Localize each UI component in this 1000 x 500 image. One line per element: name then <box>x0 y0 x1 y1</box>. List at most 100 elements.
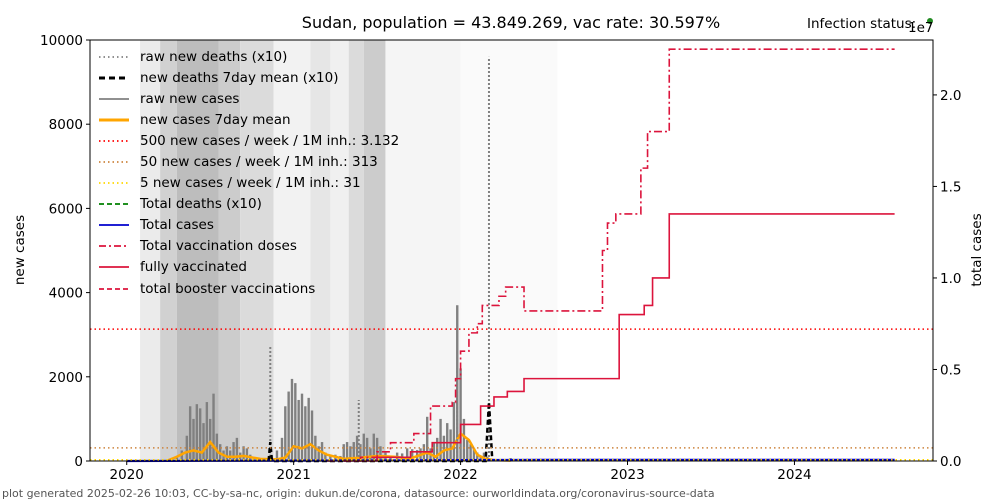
bar-raw-new-cases <box>300 393 304 461</box>
legend-label: 50 new cases / week / 1M inh.: 313 <box>140 154 378 171</box>
legend-swatch <box>99 97 129 100</box>
bar-raw-new-cases <box>208 418 212 461</box>
bar-raw-new-cases <box>304 406 307 461</box>
bar-raw-new-cases <box>188 406 192 461</box>
chart-title: Sudan, population = 43.849.269, vac rate… <box>301 13 721 32</box>
y-right-tick-label: 0.0 <box>940 454 961 470</box>
bar-raw-new-cases <box>352 442 355 461</box>
y-axis-right-label: total cases <box>969 213 985 287</box>
legend-item: Total deaths (x10) <box>97 194 399 215</box>
infection-status-band <box>330 40 349 461</box>
legend-label: total booster vaccinations <box>140 280 316 297</box>
bar-raw-new-cases <box>275 450 279 461</box>
legend-item: total booster vaccinations <box>97 278 399 299</box>
y-left-tick-label: 8000 <box>49 117 83 133</box>
bar-raw-new-cases <box>479 456 482 461</box>
legend-label: Total deaths (x10) <box>140 196 262 213</box>
bar-raw-new-cases <box>469 444 472 461</box>
bar-raw-new-cases <box>426 416 429 461</box>
bar-raw-new-cases <box>310 410 314 461</box>
y-left-tick-label: 0 <box>74 454 83 470</box>
bar-raw-new-cases <box>410 449 414 461</box>
legend-swatch <box>99 140 129 142</box>
infection-status-band <box>385 40 461 461</box>
legend-swatch <box>99 182 129 185</box>
x-tick-label: 2024 <box>777 467 811 483</box>
y-right-tick-label: 2.0 <box>940 88 961 104</box>
legend-item: Total vaccination doses <box>97 236 399 257</box>
x-tick-label: 2023 <box>610 467 644 483</box>
threshold-lines <box>90 328 933 461</box>
bar-raw-new-cases <box>284 406 287 461</box>
legend-swatch <box>99 161 129 163</box>
plot-frame <box>89 39 934 462</box>
bar-raw-new-cases <box>287 391 290 461</box>
y-left-tick-label: 2000 <box>49 370 83 386</box>
bar-raw-new-cases <box>362 433 365 461</box>
x-tick-label: 2020 <box>110 467 144 483</box>
bar-raw-new-cases <box>359 444 362 461</box>
y-left-tick-label: 6000 <box>49 201 83 217</box>
legend-item: raw new cases <box>97 88 399 109</box>
bar-raw-new-cases <box>280 437 284 461</box>
bar-raw-new-cases <box>459 368 462 461</box>
infection-status-band <box>348 40 364 461</box>
bar-raw-new-cases <box>225 446 229 461</box>
bar-raw-new-cases <box>462 418 466 461</box>
bar-raw-new-cases <box>317 446 320 461</box>
y-left-tick-label: 4000 <box>49 286 83 302</box>
bar-raw-new-cases <box>232 442 235 461</box>
bar-raw-new-cases <box>307 397 310 461</box>
bar-raw-new-cases <box>329 454 332 461</box>
bar-raw-new-cases <box>175 456 179 461</box>
bar-raw-new-cases <box>379 446 382 461</box>
legend-label: new cases 7day mean <box>140 111 291 128</box>
bar-raw-new-cases <box>192 418 195 461</box>
bar-raw-new-cases <box>212 393 215 461</box>
line-fully-vaccinated <box>343 213 895 462</box>
line-new-cases-7day-mean <box>167 431 511 462</box>
infection-status-band <box>310 40 331 461</box>
bar-raw-new-cases <box>185 435 189 461</box>
legend-item: raw new deaths (x10) <box>97 46 399 67</box>
legend-item: fully vaccinated <box>97 257 399 278</box>
legend-swatch <box>99 203 129 206</box>
infection-status-band <box>160 40 177 461</box>
bar-raw-new-cases <box>369 448 372 461</box>
bar-raw-new-cases <box>345 442 349 461</box>
bar-raw-new-cases <box>195 404 199 461</box>
bar-raw-new-cases <box>439 418 442 461</box>
y-left-tick-label: 10000 <box>40 33 83 49</box>
legend-label: fully vaccinated <box>140 259 247 276</box>
bar-raw-new-cases <box>436 437 439 461</box>
legend-swatch <box>99 245 129 248</box>
legend-item: new deaths 7day mean (x10) <box>97 67 399 88</box>
legend: raw new deaths (x10) new deaths 7day mean… <box>97 46 399 299</box>
footer-credits: plot generated 2025-02-26 10:03, CC-by-s… <box>2 487 715 500</box>
bar-raw-new-cases <box>349 446 352 461</box>
bar-raw-new-cases <box>269 454 272 461</box>
bar-raw-new-cases <box>442 435 446 461</box>
bar-raw-new-cases <box>476 452 479 461</box>
legend-swatch <box>99 118 129 122</box>
bar-raw-new-cases <box>245 448 249 461</box>
legend-label: raw new deaths (x10) <box>140 48 288 65</box>
legend-swatch <box>99 224 129 227</box>
infection-status-band <box>240 40 274 461</box>
legend-swatch <box>99 266 129 269</box>
bar-raw-new-cases <box>405 448 409 461</box>
infection-status-band <box>218 40 241 461</box>
bar-raw-new-cases <box>466 439 469 461</box>
infection-status-band <box>363 40 386 461</box>
infection-status-band <box>176 40 219 461</box>
legend-label: 500 new cases / week / 1M inh.: 3.132 <box>140 132 400 149</box>
bar-raw-new-cases <box>235 437 239 461</box>
bar-raw-new-cases <box>389 456 392 461</box>
bar-raw-new-cases <box>205 402 209 461</box>
y-right-tick-label: 1.5 <box>940 179 961 195</box>
legend-label: Total cases <box>140 217 214 234</box>
bar-raw-new-cases <box>198 408 202 461</box>
y-axis-left-ticks: 0 2000 4000 6000 8000 10000 <box>40 33 90 470</box>
bar-raw-new-cases <box>375 437 379 461</box>
bar-raw-new-cases <box>324 452 327 461</box>
